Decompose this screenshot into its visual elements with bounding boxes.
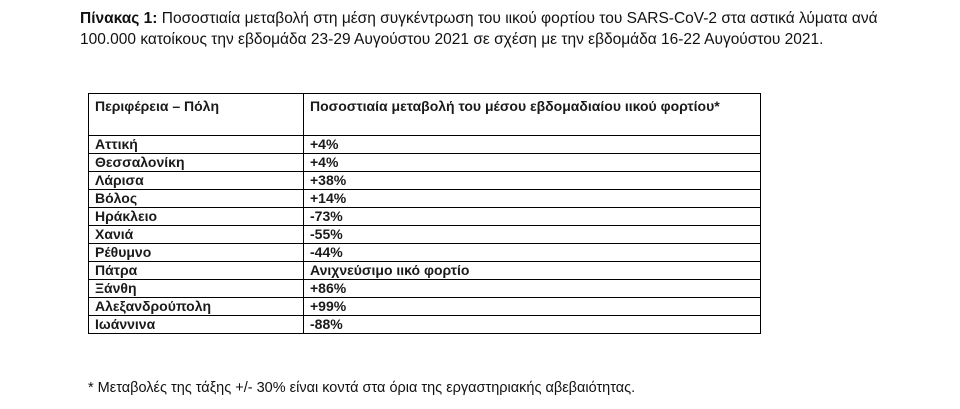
- table-row: Ηράκλειο -73%: [88, 207, 761, 226]
- cell-change: +14%: [303, 189, 761, 208]
- table-row: Λάρισα +38%: [88, 171, 761, 190]
- table-header-row: Περιφέρεια – Πόλη Ποσοστιαία μεταβολή το…: [88, 93, 761, 136]
- cell-change: +4%: [303, 135, 761, 154]
- table-row: Αλεξανδρούπολη +99%: [88, 297, 761, 316]
- footnote: * Μεταβολές της τάξης +/- 30% είναι κοντ…: [88, 380, 636, 396]
- table-row: Ξάνθη +86%: [88, 279, 761, 298]
- cell-city: Ιωάννινα: [88, 315, 304, 334]
- cell-city: Ρέθυμνο: [88, 243, 304, 262]
- header-region-city: Περιφέρεια – Πόλη: [88, 93, 304, 136]
- wastewater-table: Περιφέρεια – Πόλη Ποσοστιαία μεταβολή το…: [88, 93, 761, 334]
- table-caption: Πίνακας 1: Ποσοστιαία μεταβολή στη μέση …: [80, 8, 880, 50]
- cell-change: -88%: [303, 315, 761, 334]
- cell-change: +38%: [303, 171, 761, 190]
- cell-city: Χανιά: [88, 225, 304, 244]
- cell-change: +86%: [303, 279, 761, 298]
- cell-change: -73%: [303, 207, 761, 226]
- caption-label: Πίνακας 1:: [80, 10, 158, 27]
- cell-change: -44%: [303, 243, 761, 262]
- cell-change: +4%: [303, 153, 761, 172]
- cell-city: Λάρισα: [88, 171, 304, 190]
- cell-city: Αττική: [88, 135, 304, 154]
- cell-city: Βόλος: [88, 189, 304, 208]
- cell-change: Ανιχνεύσιμο ιικό φορτίο: [303, 261, 761, 280]
- cell-city: Θεσσαλονίκη: [88, 153, 304, 172]
- caption-text: Ποσοστιαία μεταβολή στη μέση συγκέντρωση…: [80, 10, 878, 48]
- table-row: Χανιά -55%: [88, 225, 761, 244]
- header-percent-change: Ποσοστιαία μεταβολή του μέσου εβδομαδιαί…: [303, 93, 761, 136]
- table-row: Θεσσαλονίκη +4%: [88, 153, 761, 172]
- cell-change: -55%: [303, 225, 761, 244]
- cell-city: Ηράκλειο: [88, 207, 304, 226]
- cell-city: Αλεξανδρούπολη: [88, 297, 304, 316]
- table-row: Ιωάννινα -88%: [88, 315, 761, 334]
- cell-change: +99%: [303, 297, 761, 316]
- table-row: Ρέθυμνο -44%: [88, 243, 761, 262]
- table-row: Πάτρα Ανιχνεύσιμο ιικό φορτίο: [88, 261, 761, 280]
- table-row: Αττική +4%: [88, 135, 761, 154]
- table-row: Βόλος +14%: [88, 189, 761, 208]
- cell-city: Πάτρα: [88, 261, 304, 280]
- cell-city: Ξάνθη: [88, 279, 304, 298]
